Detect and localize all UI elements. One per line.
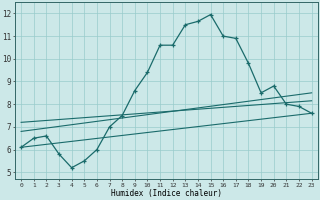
X-axis label: Humidex (Indice chaleur): Humidex (Indice chaleur) [111, 189, 222, 198]
